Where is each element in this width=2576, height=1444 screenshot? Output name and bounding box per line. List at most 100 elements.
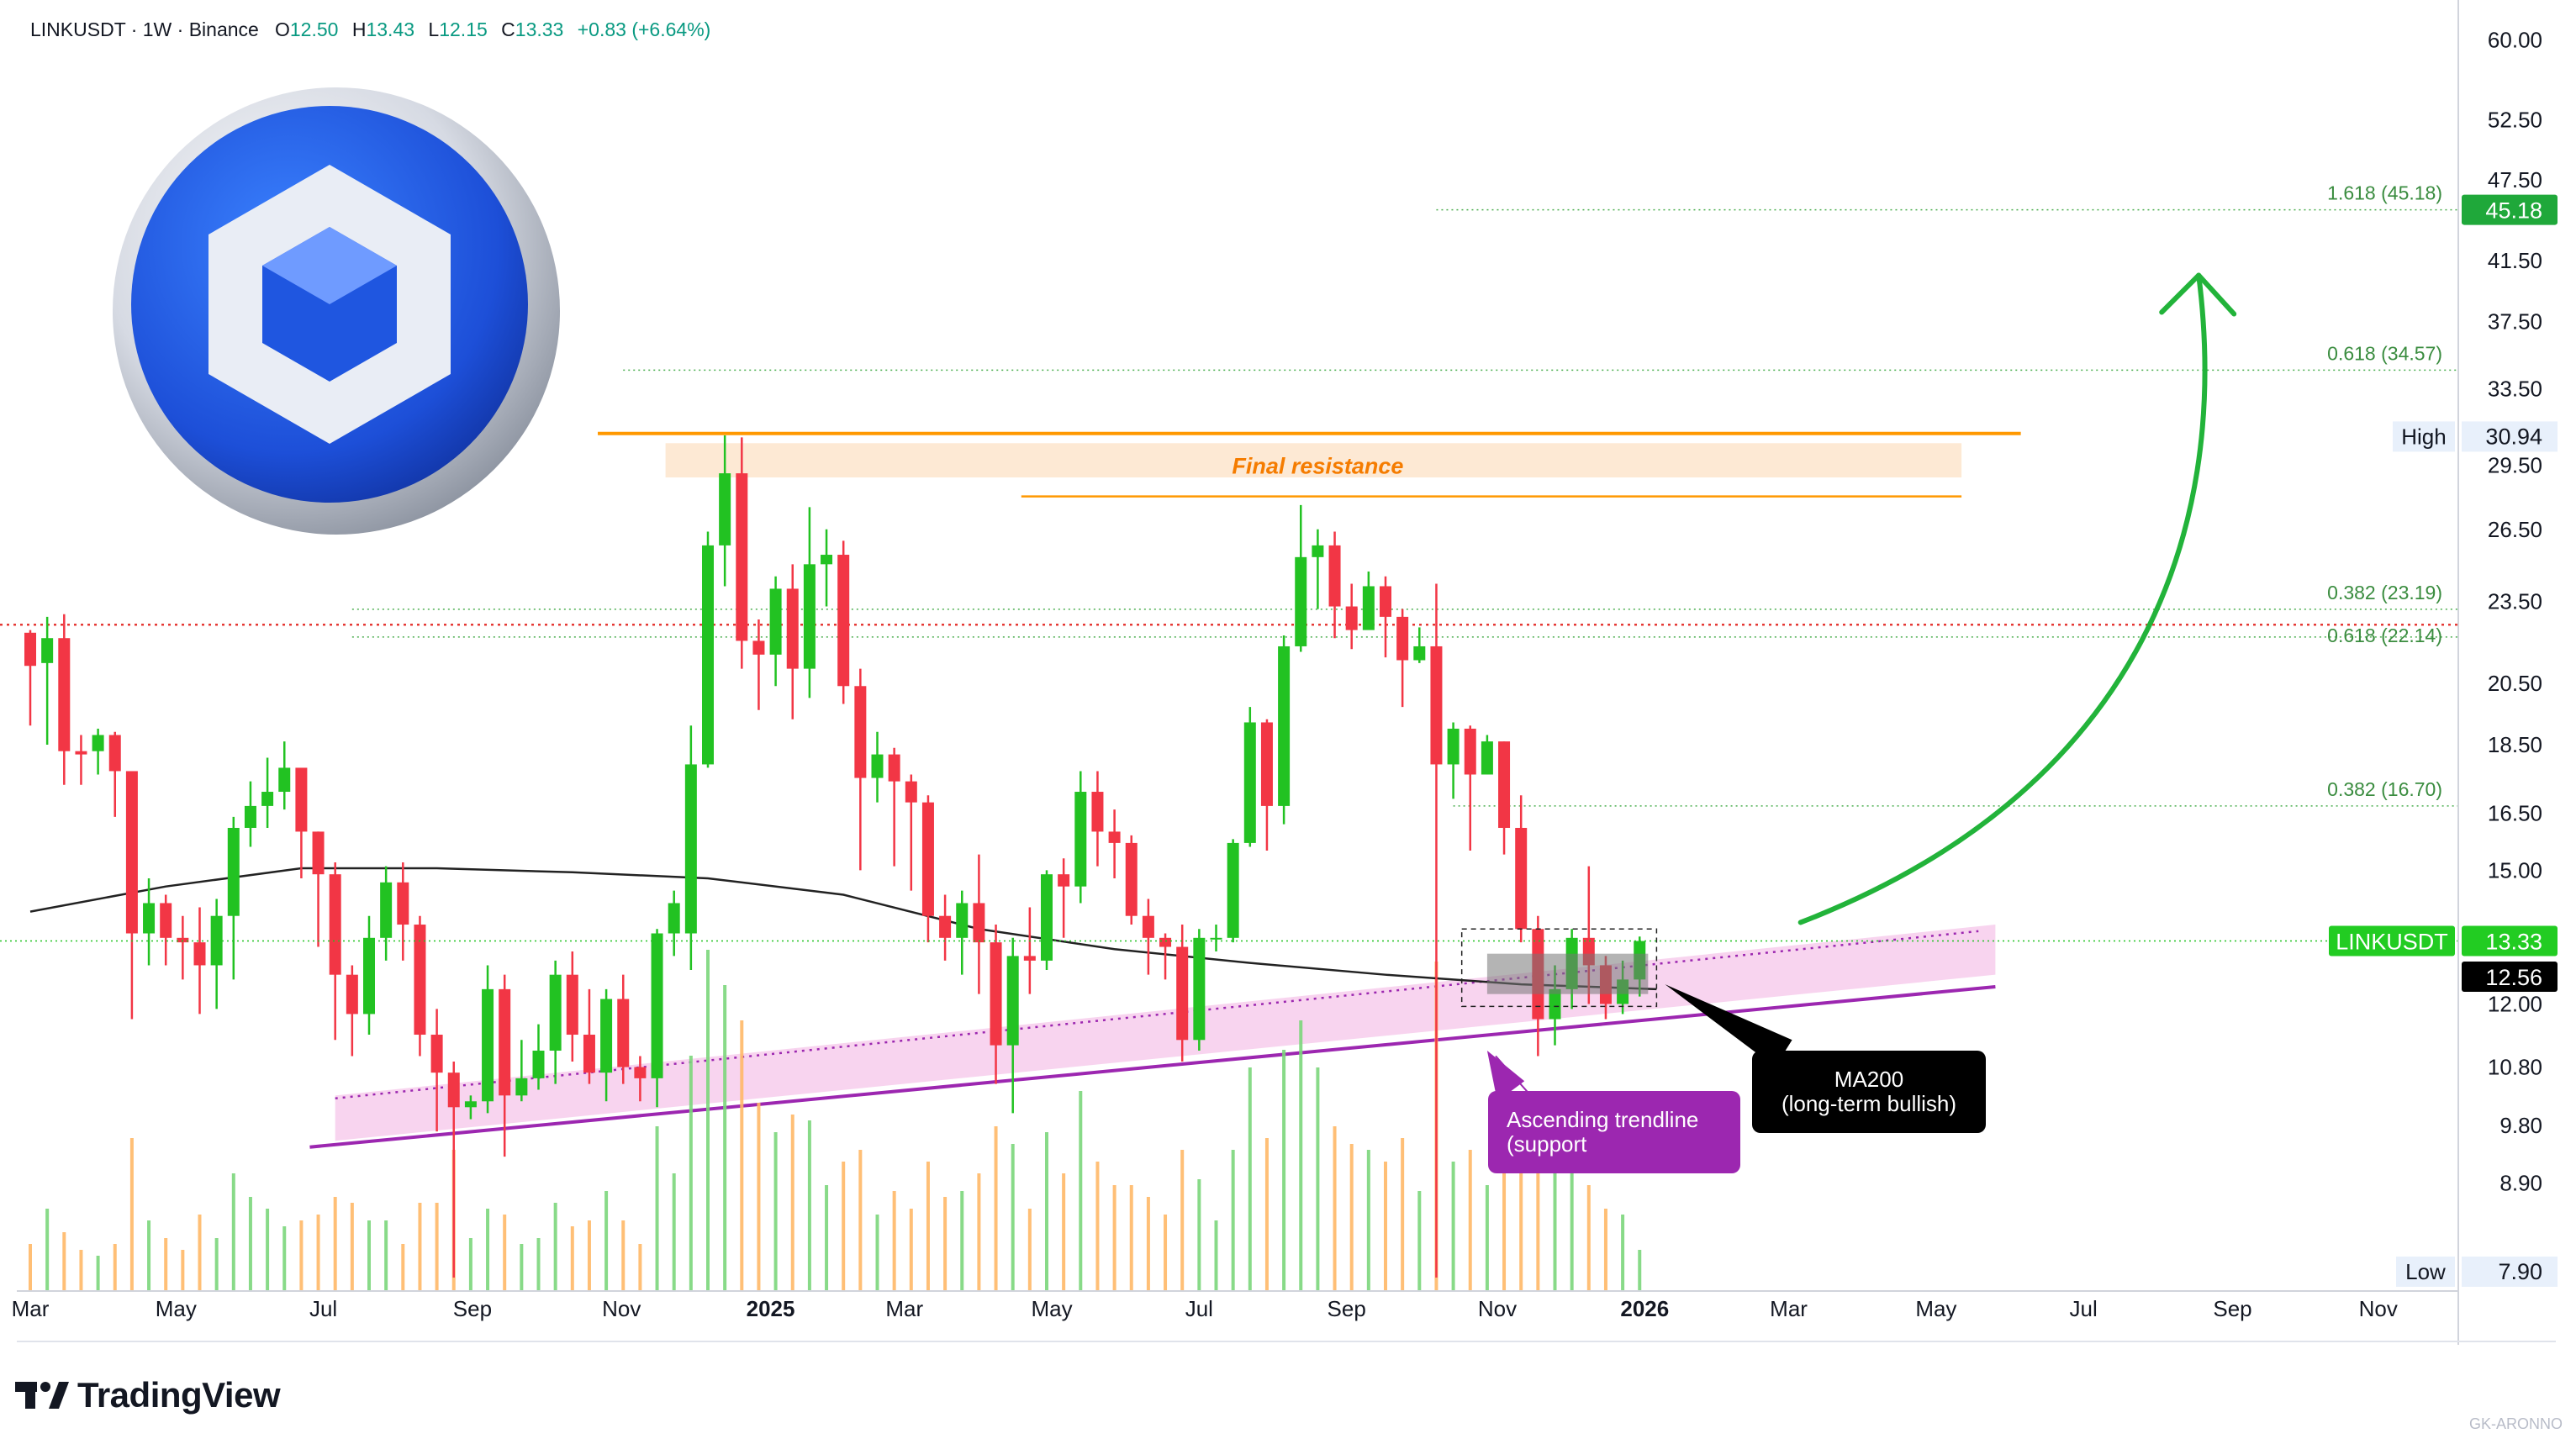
volume-bar [706, 950, 710, 1291]
volume-bar [672, 1173, 676, 1291]
candle-body [295, 767, 308, 832]
volume-bar [79, 1250, 83, 1291]
candle-body [1125, 842, 1138, 916]
low-value-badge [2462, 1257, 2558, 1287]
volume-bar [621, 1220, 626, 1291]
candle-body [939, 915, 952, 938]
volume-bar [214, 1238, 219, 1291]
volume-bar [875, 1215, 879, 1291]
close-value: 13.33 [515, 18, 564, 40]
volume-bar [418, 1203, 422, 1291]
volume-bar [723, 985, 727, 1291]
volume-bar [655, 1126, 659, 1291]
trendline-callout-title: Ascending trendline [1507, 1107, 1698, 1132]
candle-body [752, 640, 765, 655]
time-tick-label: Nov [1478, 1296, 1517, 1321]
fib-level-label: 0.618 (22.14) [2327, 625, 2442, 646]
volume-bar [858, 1150, 863, 1291]
candle-body [177, 937, 189, 943]
symbol-price-tag [2329, 925, 2455, 957]
volume-bar [181, 1250, 185, 1291]
volume-bar [773, 1132, 778, 1291]
price-tick-label: 9.80 [2499, 1113, 2542, 1138]
volume-bar [248, 1197, 252, 1291]
candle-body [1159, 937, 1172, 947]
candle-body [1328, 545, 1341, 607]
volume-bar [842, 1162, 846, 1291]
price-tick-label: 16.50 [2488, 800, 2542, 825]
volume-bar [1502, 1138, 1507, 1291]
volume-bar [231, 1173, 235, 1291]
time-tick-label: May [1915, 1296, 1956, 1321]
volume-bar [1384, 1162, 1387, 1291]
candle-body [617, 999, 630, 1067]
fib-level-label: 0.382 (23.19) [2327, 582, 2442, 603]
volume-bar [1214, 1220, 1218, 1291]
candle-body [1210, 937, 1222, 940]
candle-body [651, 933, 663, 1078]
open-value: 12.50 [289, 18, 339, 40]
volume-bar [1112, 1185, 1116, 1291]
volume-bar [892, 1191, 896, 1291]
time-tick-label: 2026 [1620, 1296, 1669, 1321]
candle-body [821, 555, 833, 565]
volume-bar [1451, 1162, 1455, 1291]
ascending-trendline [309, 984, 1996, 1149]
volume-bar [807, 1120, 811, 1291]
volume-bar [1468, 1150, 1472, 1291]
fib-level-label: 1.618 (45.18) [2327, 182, 2442, 204]
candle-body [464, 1101, 477, 1108]
final-resistance-label: Final resistance [1232, 453, 1403, 478]
tradingview-brand[interactable]: TradingView [15, 1375, 281, 1415]
volume-bar [536, 1238, 541, 1291]
volume-bar [299, 1220, 304, 1291]
volume-bar [604, 1191, 609, 1291]
candle-body [1260, 722, 1273, 806]
time-tick-label: May [156, 1296, 197, 1321]
price-tick-label: 33.50 [2488, 377, 2542, 402]
candle-body [193, 942, 206, 966]
volume-bar [316, 1215, 320, 1291]
volume-bar [1180, 1150, 1185, 1291]
candle-body [1023, 956, 1036, 961]
high-value-badge [2462, 421, 2558, 452]
volume-bar [909, 1209, 913, 1291]
candle-body [566, 974, 578, 1036]
time-tick-label: Mar [1770, 1296, 1808, 1321]
time-tick-label: May [1031, 1296, 1072, 1321]
time-tick-label: Sep [453, 1296, 492, 1321]
trendline-callout-box [1488, 1091, 1740, 1173]
symbol-legend: LINKUSDT · 1W · Binance O12.50 H13.43 L1… [30, 18, 710, 41]
volume-bar [1264, 1138, 1269, 1291]
high-tag-label: High [2401, 424, 2446, 449]
consolidation-box [1460, 928, 1658, 1008]
candle-body [905, 781, 917, 803]
price-tick-label: 20.50 [2488, 671, 2542, 696]
change-value: +0.83 (+6.64%) [577, 18, 711, 40]
volume-bar [367, 1220, 371, 1291]
candle-body [515, 1078, 528, 1096]
volume-bar [943, 1197, 948, 1291]
candle-body [1549, 988, 1561, 1020]
candle-body [1058, 874, 1070, 887]
low-value: 7.90 [2498, 1259, 2542, 1284]
current-price-value: 13.33 [2485, 930, 2542, 955]
high-value: 13.43 [366, 18, 415, 40]
candle-body [1142, 915, 1154, 938]
candle-body [1243, 722, 1256, 843]
candle-body [261, 792, 274, 806]
volume-bar [468, 1238, 472, 1291]
volume-bar [164, 1238, 168, 1291]
volume-bar [350, 1203, 354, 1291]
volume-bar [553, 1203, 557, 1291]
volume-bar [503, 1215, 507, 1291]
volume-bar [994, 1126, 998, 1291]
resistance-band [665, 443, 1962, 478]
volume-bar [638, 1244, 642, 1291]
candle-body [956, 903, 969, 938]
volume-bar [1586, 1185, 1591, 1291]
candle-body [532, 1051, 545, 1078]
volume-bar [587, 1220, 591, 1291]
